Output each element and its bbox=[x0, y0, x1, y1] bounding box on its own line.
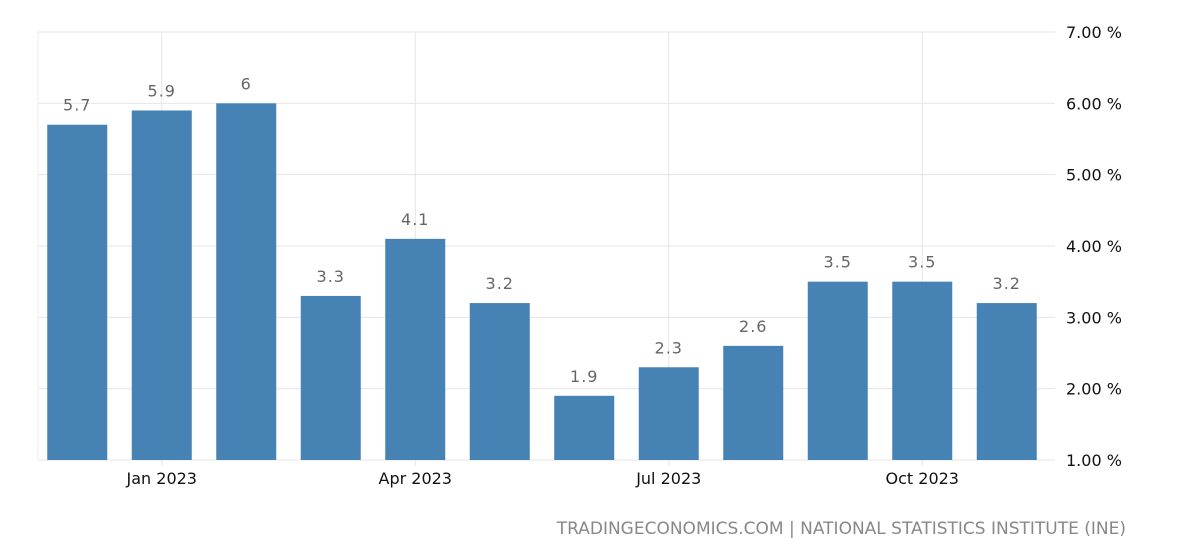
x-axis: Jan 2023 Apr 2023 Jul 2023 Oct 2023 bbox=[126, 469, 959, 488]
bar bbox=[385, 238, 446, 460]
bar bbox=[47, 124, 108, 460]
data-label: 6 bbox=[241, 74, 252, 93]
bar bbox=[216, 103, 277, 460]
bar bbox=[976, 303, 1037, 460]
y-tick-label: 7.00 % bbox=[1066, 23, 1122, 42]
bar bbox=[892, 281, 953, 460]
bar bbox=[554, 395, 615, 460]
source-credit: TRADINGECONOMICS.COM | NATIONAL STATISTI… bbox=[556, 519, 1126, 539]
bar bbox=[638, 367, 699, 460]
data-label: 3.3 bbox=[317, 267, 345, 286]
data-label: 3.5 bbox=[824, 253, 852, 272]
y-tick-label: 3.00 % bbox=[1066, 308, 1122, 327]
data-label: 5.7 bbox=[63, 96, 91, 115]
data-label: 2.6 bbox=[739, 317, 767, 336]
x-tick-label: Jul 2023 bbox=[635, 469, 701, 488]
y-tick-label: 1.00 % bbox=[1066, 451, 1122, 470]
y-tick-label: 5.00 % bbox=[1066, 166, 1122, 185]
data-label: 3.5 bbox=[908, 253, 936, 272]
y-tick-label: 4.00 % bbox=[1066, 237, 1122, 256]
x-tick-label: Oct 2023 bbox=[886, 469, 959, 488]
gridlines bbox=[37, 31, 1055, 466]
bars bbox=[47, 103, 1037, 460]
data-label: 1.9 bbox=[570, 367, 598, 386]
bar bbox=[469, 303, 530, 460]
bar bbox=[723, 345, 784, 460]
x-tick-label: Apr 2023 bbox=[379, 469, 452, 488]
data-labels: 5.7 5.9 6 3.3 4.1 3.2 1.9 2.3 2.6 3.5 3.5 3.2 bbox=[63, 74, 1021, 386]
x-tick-label: Jan 2023 bbox=[126, 469, 197, 488]
data-label: 3.2 bbox=[993, 274, 1021, 293]
bar bbox=[300, 295, 361, 460]
data-label: 5.9 bbox=[148, 81, 176, 100]
y-tick-label: 2.00 % bbox=[1066, 380, 1122, 399]
data-label: 3.2 bbox=[486, 274, 514, 293]
data-label: 4.1 bbox=[401, 210, 429, 229]
y-axis: 1.00 % 2.00 % 3.00 % 4.00 % 5.00 % 6.00 % 7.00… bbox=[1066, 23, 1122, 470]
bar bbox=[131, 110, 192, 460]
data-label: 2.3 bbox=[655, 338, 683, 357]
y-tick-label: 6.00 % bbox=[1066, 94, 1122, 113]
bar bbox=[807, 281, 868, 460]
